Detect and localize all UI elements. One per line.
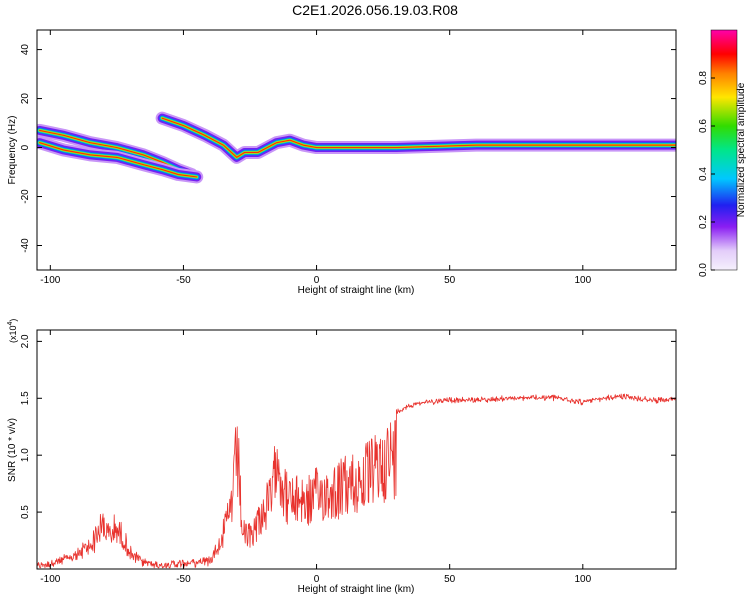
snr-y-tick-label: 1.5 [20,391,31,405]
spectrogram-y-label: Frequency (Hz) [7,116,18,185]
colorbar-tick-label: 0.6 [698,119,709,133]
spectrogram-x-tick-label: -100 [40,275,60,286]
spectrogram-x-tick-label: 100 [574,275,591,286]
colorbar-tick-label: 0.8 [698,71,709,85]
spectrogram-y-tick-label: 20 [20,93,31,105]
colorbar-tick-label: 0.0 [698,263,709,277]
snr-plot-area [37,330,676,569]
snr-y-tick-label: 1.0 [20,448,31,462]
snr-y-label: SNR (10 * v/v) [7,418,18,482]
spectrogram-x-tick-label: -50 [176,275,191,286]
spectrogram-x-tick-label: 50 [444,275,456,286]
spectrogram-panel: -100 -50 0 50 100 -40 -20 0 20 40 Height of strai… [7,29,677,296]
snr-x-tick-label: 50 [444,574,456,585]
spectrogram-y-tick-label: -40 [20,238,31,253]
snr-x-tick-label: 0 [314,574,320,585]
colorbar-gradient [710,29,738,271]
snr-x-tick-label: -100 [40,574,60,585]
snr-frame [36,329,677,570]
colorbar-tick-label: 0.4 [698,167,709,181]
snr-series-line [37,393,676,569]
spectrogram-y-tick-label: -20 [20,189,31,204]
snr-x-tick-label: -50 [176,574,191,585]
spectrogram-y-tick-label: 0 [20,144,31,150]
snr-multiplier: (x104) [7,319,18,343]
spectrogram-y-tick-label: 40 [20,44,31,56]
chart-title: C2E1.2026.056.19.03.R08 [292,2,458,18]
snr-y-tick-label: 2.0 [20,334,31,348]
snr-panel: -100 -50 0 50 100 0.5 1.0 1.5 2.0 (x104) Height … [7,319,677,595]
snr-y-tick-label: 0.5 [20,505,31,519]
colorbar-label: Normalized spectral amplitude [736,82,747,217]
snr-x-tick-label: 100 [574,574,591,585]
snr-x-label: Height of straight line (km) [298,584,415,595]
spectrogram-ridge [39,142,198,178]
colorbar: 0.0 0.2 0.4 0.6 0.8 Normalized spectral ampl… [698,29,747,277]
spectrogram-frame [36,29,677,271]
spectrogram-ridge [161,117,676,158]
spectrogram-x-tick-label: 0 [314,275,320,286]
spectrogram-x-label: Height of straight line (km) [298,285,415,296]
colorbar-tick-label: 0.2 [698,215,709,229]
